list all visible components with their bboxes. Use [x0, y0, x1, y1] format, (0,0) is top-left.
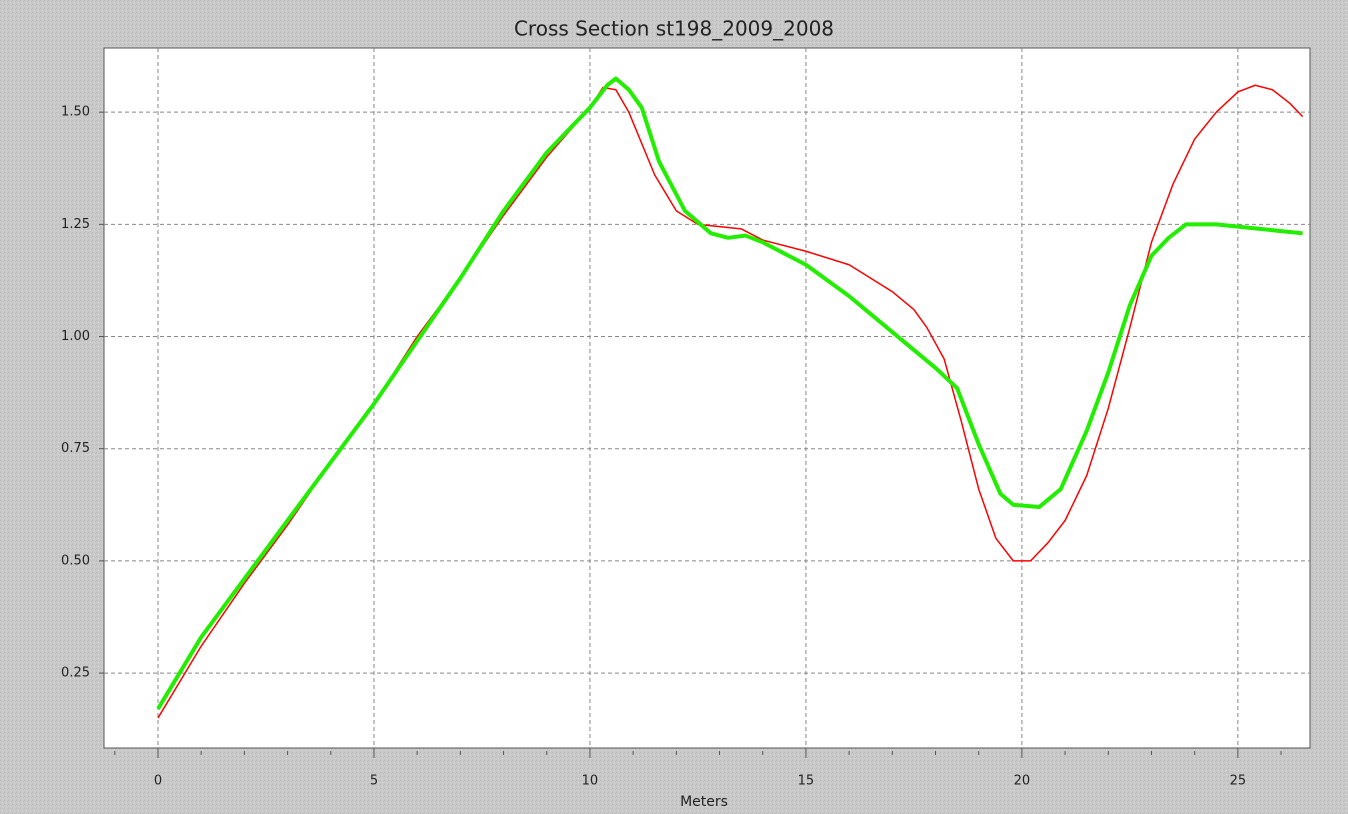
y-tick-label: 0.75	[61, 441, 90, 456]
y-tick-label: 1.50	[61, 105, 90, 120]
y-tick-label: 0.50	[61, 553, 90, 568]
y-tick-label: 1.25	[61, 217, 90, 232]
x-tick-label: 10	[582, 774, 599, 789]
x-tick-label: 5	[370, 774, 378, 789]
x-tick-label: 15	[798, 774, 815, 789]
y-tick-label: 0.25	[61, 666, 90, 681]
series-line	[156, 76, 1303, 710]
x-tick-label: 20	[1014, 774, 1031, 789]
y-tick-label: 1.00	[61, 329, 90, 344]
x-tick-label: 25	[1230, 774, 1247, 789]
x-axis-label: Meters	[680, 794, 728, 810]
chart-title: Cross Section st198_2009_2008	[514, 17, 834, 41]
x-tick-label: 0	[154, 774, 162, 789]
plot-area	[103, 47, 1311, 749]
